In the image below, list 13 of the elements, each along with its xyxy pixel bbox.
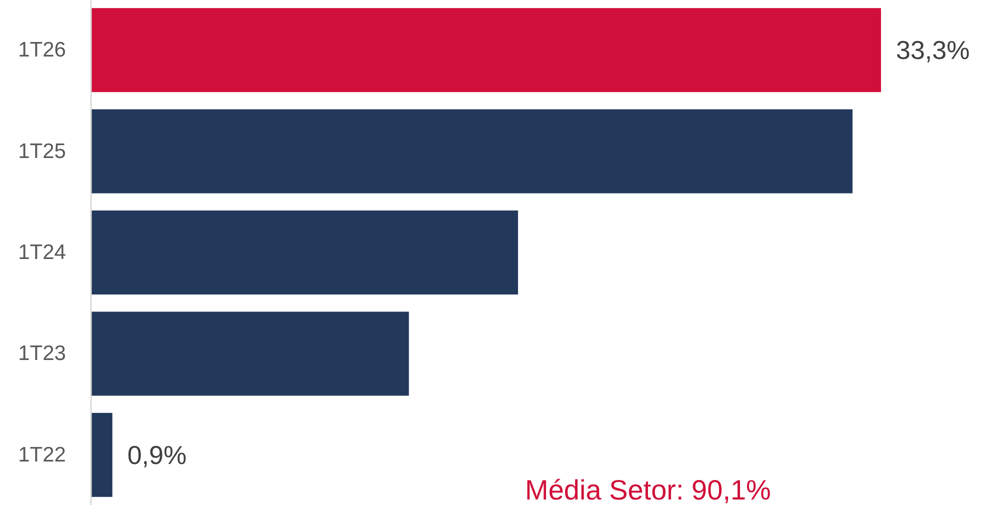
y-tick-label: 1T24: [18, 241, 66, 264]
y-tick-label: 1T22: [18, 443, 66, 466]
y-tick-label: 1T26: [18, 38, 66, 62]
bar: [91, 312, 409, 396]
y-tick-label: 1T25: [18, 140, 66, 163]
bar: [91, 412, 112, 497]
bar: [91, 210, 518, 294]
data-label: 0,9%: [127, 440, 187, 470]
data-label: 33,3%: [896, 35, 970, 66]
bar: [91, 109, 853, 194]
bar: [91, 8, 881, 92]
y-tick-label: 1T23: [18, 342, 66, 366]
annotation: Média Setor: 90,1%: [525, 474, 771, 505]
